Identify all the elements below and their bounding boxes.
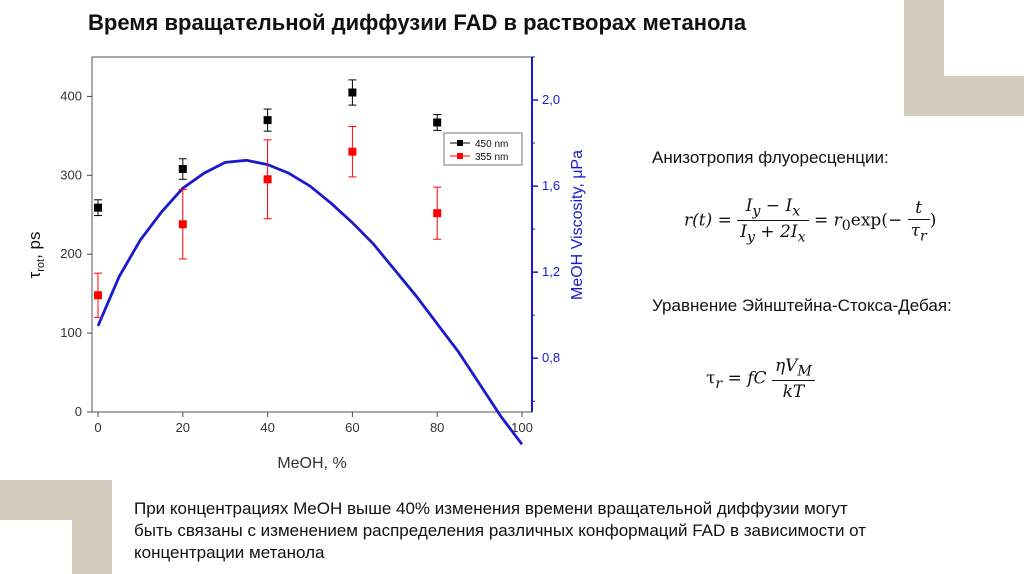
x-tick-label: 100 bbox=[511, 420, 533, 435]
f1-numerator: Iy − Ix bbox=[737, 196, 809, 222]
bottom-note-line-1: При концентрациях MeOH выше 40% изменени… bbox=[134, 499, 848, 518]
x-tick-label: 0 bbox=[94, 420, 101, 435]
bottom-note-line-2: быть связаны с изменением распределения … bbox=[134, 521, 867, 540]
x-axis-ticks: 0 20 40 60 80 100 bbox=[94, 412, 533, 435]
f2-lhs: τ bbox=[706, 368, 716, 389]
f2-eq: = fC bbox=[722, 368, 767, 389]
decor-bottom-left-notch bbox=[0, 520, 72, 574]
legend-450-marker bbox=[457, 140, 463, 146]
f1-r0-sub: 0 bbox=[841, 217, 851, 234]
plot-area bbox=[91, 56, 533, 413]
data-point-355nm bbox=[263, 175, 272, 184]
y-axis-ticks: 0 100 200 300 400 bbox=[60, 88, 92, 419]
series-points bbox=[94, 79, 442, 318]
legend: 450 nm 355 nm bbox=[443, 132, 523, 166]
data-point-355nm bbox=[348, 147, 357, 156]
stokes-formula: τr = fC ηVM kT bbox=[706, 356, 815, 402]
y-tick-label: 200 bbox=[60, 246, 82, 261]
f1-lhs: r(t) = bbox=[684, 210, 732, 231]
data-point-450nm bbox=[94, 203, 102, 212]
bottom-note: При концентрациях MeOH выше 40% изменени… bbox=[134, 498, 1004, 564]
f2-lhs-sub: r bbox=[715, 376, 723, 393]
y2-axis-ticks: 0,8 1,2 1,6 2,0 bbox=[532, 56, 560, 402]
anisotropy-label: Анизотропия флуоресценции: bbox=[652, 148, 889, 167]
y2-axis-label: MeOH Viscosity, μPa bbox=[569, 150, 586, 300]
x-tick-label: 20 bbox=[176, 420, 190, 435]
y-tick-label: 300 bbox=[60, 167, 82, 182]
bottom-note-line-3: концентрации метанола bbox=[134, 543, 325, 562]
data-point-355nm bbox=[178, 220, 187, 229]
slide-title: Время вращательной диффузии FAD в раство… bbox=[88, 10, 747, 35]
y-tick-label: 400 bbox=[60, 88, 82, 103]
y-axis-label-rest: , ps bbox=[25, 232, 44, 259]
f2-fraction: ηVM kT bbox=[771, 356, 815, 402]
data-point-355nm bbox=[433, 209, 442, 218]
x-tick-label: 80 bbox=[430, 420, 444, 435]
f1-eq: = r bbox=[813, 210, 842, 231]
y-tick-label: 0 bbox=[75, 404, 82, 419]
x-tick-label: 60 bbox=[345, 420, 359, 435]
decor-top-right-notch bbox=[944, 0, 1024, 76]
data-point-450nm bbox=[178, 165, 187, 174]
f1-time-fraction: t τr bbox=[907, 198, 930, 244]
data-point-450nm bbox=[348, 88, 357, 97]
y2-tick-label: 1,2 bbox=[542, 264, 560, 279]
f1-exp: exp(− bbox=[850, 210, 903, 231]
legend-450-label: 450 nm bbox=[475, 139, 508, 150]
y2-tick-label: 1,6 bbox=[542, 178, 560, 193]
y-axis-label: τrot, ps bbox=[25, 232, 47, 279]
f1-close: ) bbox=[929, 210, 937, 231]
data-point-450nm bbox=[433, 118, 442, 127]
f1-fraction: Iy − Ix Iy + 2Ix bbox=[737, 196, 809, 246]
y2-tick-label: 2,0 bbox=[542, 92, 560, 107]
y-axis-label-main: τ bbox=[25, 271, 44, 278]
y2-tick-label: 0,8 bbox=[542, 350, 560, 365]
viscosity-curve bbox=[96, 158, 524, 446]
legend-box bbox=[443, 132, 523, 166]
y-axis-label-sub: rot bbox=[35, 259, 47, 272]
stokes-label: Уравнение Эйнштейна-Стокса-Дебая: bbox=[652, 296, 952, 315]
x-axis-label: MeOH, % bbox=[277, 455, 346, 472]
legend-355-marker bbox=[457, 153, 463, 159]
x-tick-label: 40 bbox=[260, 420, 274, 435]
y-tick-label: 100 bbox=[60, 325, 82, 340]
anisotropy-formula: r(t) = Iy − Ix Iy + 2Ix = r0exp(− t τr ) bbox=[684, 196, 936, 246]
legend-355-label: 355 nm bbox=[475, 152, 508, 163]
f1-denominator: Iy + 2Ix bbox=[740, 222, 806, 246]
data-point-355nm bbox=[94, 291, 102, 300]
data-point-450nm bbox=[263, 116, 272, 125]
